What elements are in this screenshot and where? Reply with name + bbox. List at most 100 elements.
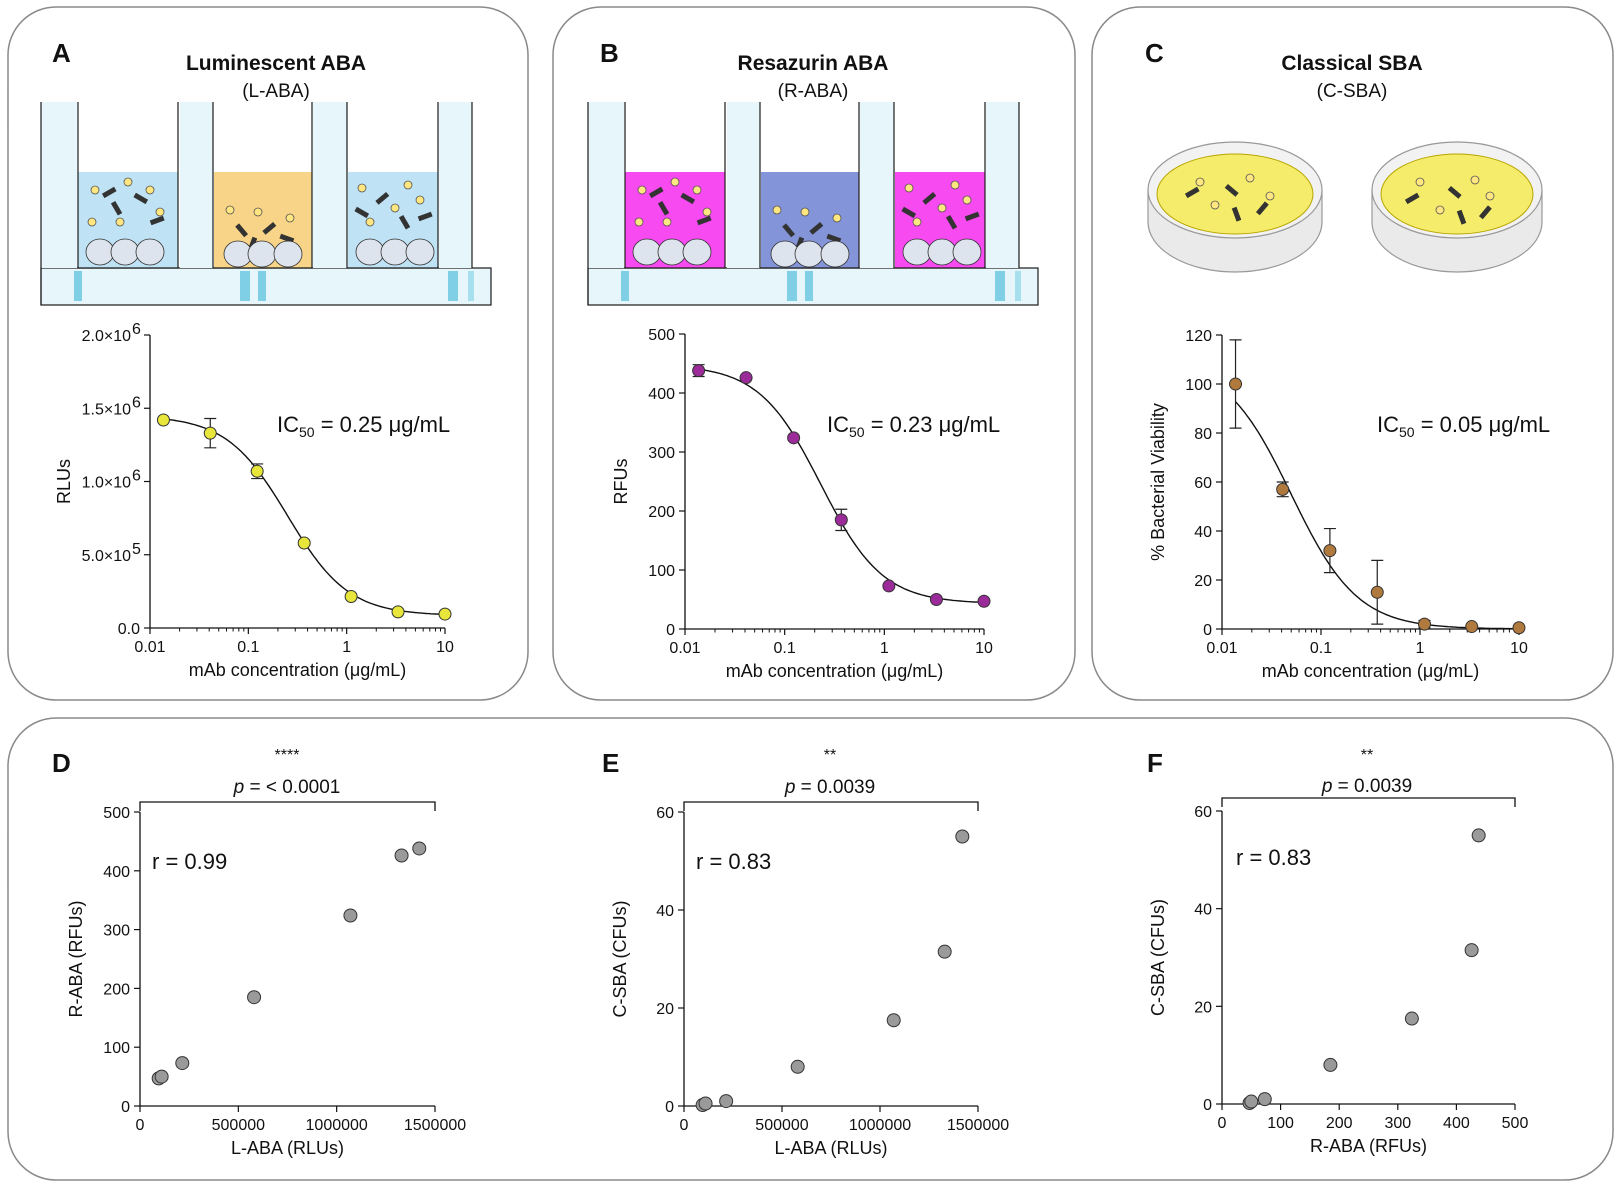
chart-b-y-tick-label: 0 [666, 622, 675, 639]
panels-def-frame [7, 717, 1614, 1181]
chart-b-y-label: RFUs [611, 459, 631, 505]
chart-f-x-tick-label: 100 [1267, 1115, 1294, 1132]
chart-e-data-point [886, 1013, 901, 1028]
chart-d-x-tick-label: 500000 [212, 1117, 265, 1134]
chart-a-y-tick-exponent: 6 [132, 321, 141, 338]
chart-d-y-tick-label: 400 [103, 864, 130, 881]
panel-e-letter: E [602, 748, 619, 778]
panel-a-title: Luminescent ABA [186, 52, 366, 75]
petri-dish-illustration-c [1147, 141, 1543, 273]
chart-d-data-point [394, 848, 409, 863]
panel-c-ic50-prefix: IC [1377, 412, 1399, 437]
panel-e-bracket [683, 801, 979, 811]
chart-a-data-point [297, 536, 311, 550]
chart-e-data-point [790, 1059, 805, 1074]
chart-a-data-point [250, 464, 264, 478]
chart-e-data-point [937, 944, 952, 959]
chart-e-x-tick-label: 1000000 [849, 1117, 911, 1134]
chart-d-y-tick-label: 300 [103, 923, 130, 940]
panel-c-subtitle: (C-SBA) [1317, 81, 1388, 102]
panel-f-pvalue: p = 0.0039 [1321, 776, 1412, 797]
chart-c-data-point [1417, 617, 1431, 631]
panel-d-p-value: = < 0.0001 [244, 777, 340, 798]
chart-a-y-tick-exponent: 6 [132, 394, 141, 411]
panel-e-p-label: p [784, 777, 796, 798]
panel-c-ic50-sub: 50 [1399, 424, 1415, 440]
chart-e-y-tick-label: 60 [656, 805, 674, 822]
charts-layer: 0.01 0.1 1 100.05.0×10 51.0×10 61.5×10 62.0×10… [54, 321, 1528, 1158]
chart-c-data-point [1370, 585, 1384, 599]
panel-b-ic50-prefix: IC [827, 412, 849, 437]
panel-a-ic50-sub: 50 [299, 424, 315, 440]
chart-c-data-point [1276, 482, 1290, 496]
chart-f-x-label: R-ABA (RFUs) [1310, 1136, 1427, 1156]
chart-d-y-tick-label: 500 [103, 805, 130, 822]
chart-b-y-tick-label: 400 [648, 386, 675, 403]
chart-a-data-point [156, 413, 170, 427]
panel-d-pvalue: p = < 0.0001 [233, 777, 341, 798]
chart-b-x-label: mAb concentration (μg/mL) [726, 661, 943, 681]
chart-e-x-label: L-ABA (RLUs) [774, 1138, 887, 1158]
chart-c-y-label: % Bacterial Viability [1148, 403, 1168, 561]
chart-e-data-point [698, 1096, 713, 1111]
chart-b-data-point [787, 431, 801, 445]
chart-a-y-tick-label: 0.0 [118, 621, 140, 638]
chart-d-x-label: L-ABA (RLUs) [231, 1138, 344, 1158]
chart-c-y-tick-label: 20 [1194, 573, 1212, 590]
chart-a-y-tick-exponent: 5 [132, 541, 141, 558]
chart-f-x-tick-label: 200 [1326, 1115, 1353, 1132]
panel-a-frame [7, 6, 529, 701]
chart-e-y-tick-label: 0 [665, 1099, 674, 1116]
chart-f-data-point [1257, 1092, 1272, 1107]
chart-a-x-tick-label: 10 [436, 639, 454, 656]
chart-a-data-point [344, 590, 358, 604]
panel-f-r: r = 0.83 [1236, 845, 1311, 870]
chart-b-data-point [882, 579, 896, 593]
chart-b-y-tick-label: 100 [648, 563, 675, 580]
chart-a-y-tick-label: 2.0×10 [82, 328, 131, 345]
panel-b-ic50-value: = 0.23 μg/mL [865, 412, 1001, 437]
panel-e-pvalue: p = 0.0039 [784, 777, 875, 798]
panel-a-letter: A [52, 38, 71, 68]
chart-d-data-point [154, 1069, 169, 1084]
well-plate-illustration-b [587, 102, 1039, 306]
chart-f-data-point [1471, 828, 1486, 843]
chart-f-y-tick-label: 40 [1194, 902, 1212, 919]
chart-e-x-tick-label: 1500000 [947, 1117, 1009, 1134]
chart-b-x-tick-label: 0.1 [774, 640, 796, 657]
chart-c-y-tick-label: 40 [1194, 524, 1212, 541]
panel-b-ic50-sub: 50 [849, 424, 865, 440]
chart-d-y-tick-label: 0 [121, 1099, 130, 1116]
chart-b-y-tick-label: 500 [648, 327, 675, 344]
chart-b-y-tick-label: 200 [648, 504, 675, 521]
chart-e-data-point [955, 829, 970, 844]
panel-c-ic50-value: = 0.05 μg/mL [1415, 412, 1551, 437]
chart-e-y-tick-label: 20 [656, 1001, 674, 1018]
panel-d-r: r = 0.99 [152, 849, 227, 874]
chart-c-y-tick-label: 80 [1194, 426, 1212, 443]
panel-b-subtitle: (R-ABA) [778, 81, 849, 102]
chart-f-data-point [1464, 943, 1479, 958]
panel-c-frame [1091, 6, 1614, 701]
panel-e-stars: ** [824, 747, 836, 764]
panel-a-ic50-value: = 0.25 μg/mL [315, 412, 451, 437]
chart-d-data-point [175, 1056, 190, 1071]
chart-c-y-tick-label: 0 [1203, 622, 1212, 639]
chart-e-x-tick-label: 0 [680, 1117, 689, 1134]
panel-a-ic50-prefix: IC [277, 412, 299, 437]
chart-a-x-label: mAb concentration (μg/mL) [189, 660, 406, 680]
well-plate-illustration-a [40, 102, 492, 306]
chart-d-data-point [343, 908, 358, 923]
chart-c-x-label: mAb concentration (μg/mL) [1262, 661, 1479, 681]
chart-b-data-point [739, 371, 753, 385]
chart-f-data-point [1323, 1057, 1338, 1072]
chart-b-x-tick-label: 1 [880, 640, 889, 657]
panel-d-p-label: p [233, 777, 245, 798]
chart-a-y-tick-exponent: 6 [132, 468, 141, 485]
chart-d-y-label: R-ABA (RFUs) [66, 901, 86, 1018]
panel-f-p-value: = 0.0039 [1332, 776, 1412, 797]
chart-f-y-label: C-SBA (CFUs) [1148, 899, 1168, 1016]
chart-a-y-label: RLUs [54, 459, 74, 504]
panel-d-stars: **** [275, 747, 300, 764]
